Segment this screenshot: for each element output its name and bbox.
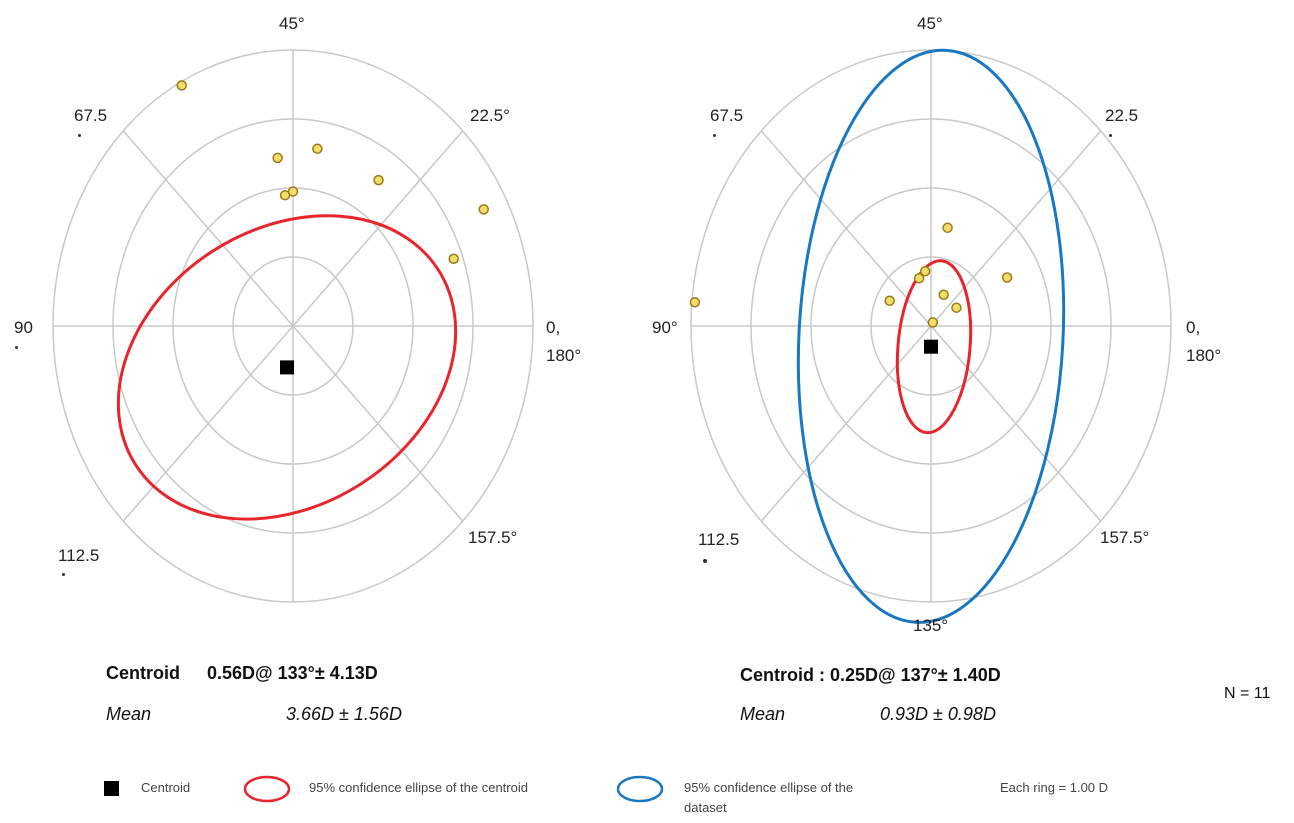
right-data-point-5 <box>919 265 931 277</box>
right-label-0: 0, <box>1186 318 1201 337</box>
right-data-point-6 <box>913 272 925 284</box>
left-data-point-5 <box>279 189 291 201</box>
left-label-112-5-dot <box>62 573 65 576</box>
right-data-point-0 <box>1001 272 1013 283</box>
right-centroid-marker <box>924 339 938 354</box>
left-centroid-row: Centroid 0.56D@ 133°± 4.13D <box>106 663 378 684</box>
legend-blue-ellipse-icon <box>616 775 664 803</box>
right-label-112-5: 112.5 <box>698 530 740 549</box>
left-label-22-5: 22.5° <box>470 106 510 125</box>
right-label-112-5-dot <box>703 559 707 563</box>
left-data-point-3 <box>312 143 323 155</box>
left-label-67-5: 67.5 <box>74 106 108 125</box>
right-label-22-5: 22.5 <box>1105 106 1139 125</box>
right-centroid-row: Centroid : 0.25D@ 137°± 1.40D <box>740 665 1001 686</box>
right-dataset-ellipse <box>796 48 1066 624</box>
left-data-point-7 <box>176 80 187 91</box>
right-data-point-8 <box>689 296 701 308</box>
left-centroid-ellipse <box>116 214 458 521</box>
right-label-180: 180° <box>1186 346 1222 365</box>
left-centroid-label: Centroid <box>106 663 180 683</box>
left-mean-value: 3.66D ± 1.56D <box>286 704 402 724</box>
legend-ellipse-centroid-label: 95% confidence ellipse of the centroid <box>309 780 528 795</box>
left-mean-label: Mean <box>106 704 152 724</box>
left-label-90-dot <box>15 346 18 349</box>
right-data-point-1 <box>951 302 962 313</box>
left-centroid-marker <box>280 360 294 375</box>
left-data-point-6 <box>272 152 283 164</box>
right-label-67-5: 67.5 <box>710 106 744 125</box>
left-label-0: 0, <box>546 318 561 337</box>
left-label-90: 90 <box>14 318 33 337</box>
left-label-180: 180° <box>546 346 582 365</box>
right-mean-value: 0.93D ± 0.98D <box>880 704 996 724</box>
left-label-157-5: 157.5° <box>468 528 518 547</box>
left-label-112-5: 112.5 <box>58 546 100 565</box>
left-label-67-5-dot <box>78 134 81 137</box>
legend-red-ellipse-icon <box>243 775 291 803</box>
left-data-point-0 <box>448 253 459 264</box>
legend-ellipse-dataset-label-line1: 95% confidence ellipse of the <box>684 780 854 795</box>
right-label-157-5: 157.5° <box>1100 528 1150 547</box>
right-label-135: 135° <box>913 616 949 635</box>
right-label-67-5-dot <box>713 134 716 137</box>
right-label-45: 45° <box>917 14 943 33</box>
left-centroid-value: 0.56D@ 133°± 4.13D <box>207 663 378 683</box>
legend-ellipse-dataset-label-line2: dataset <box>684 800 727 815</box>
right-label-22-5-dot <box>1109 134 1112 137</box>
right-centroid-ellipse <box>895 259 973 435</box>
right-centroid-label: Centroid : 0.25D@ 137°± 1.40D <box>740 665 1001 685</box>
right-data-point-2 <box>927 317 939 328</box>
right-data-point-4 <box>942 222 953 234</box>
right-mean-row: Mean 0.93D ± 0.98D <box>740 704 996 725</box>
left-data-point-1 <box>478 204 489 215</box>
right-data-point-7 <box>884 295 895 306</box>
n-label: N = 11 <box>1224 685 1271 702</box>
left-mean-row: Mean 3.66D ± 1.56D <box>106 704 402 725</box>
right-data-point-3 <box>938 289 949 300</box>
legend-centroid-label: Centroid <box>141 780 191 795</box>
left-label-45: 45° <box>279 14 305 33</box>
left-spoke-135 <box>122 130 464 522</box>
right-mean-label: Mean <box>740 704 786 724</box>
right-label-90: 90° <box>652 318 678 337</box>
legend-ring-scale: Each ring = 1.00 D <box>1000 780 1109 795</box>
legend-centroid-marker <box>104 781 119 796</box>
left-data-point-2 <box>373 174 384 186</box>
